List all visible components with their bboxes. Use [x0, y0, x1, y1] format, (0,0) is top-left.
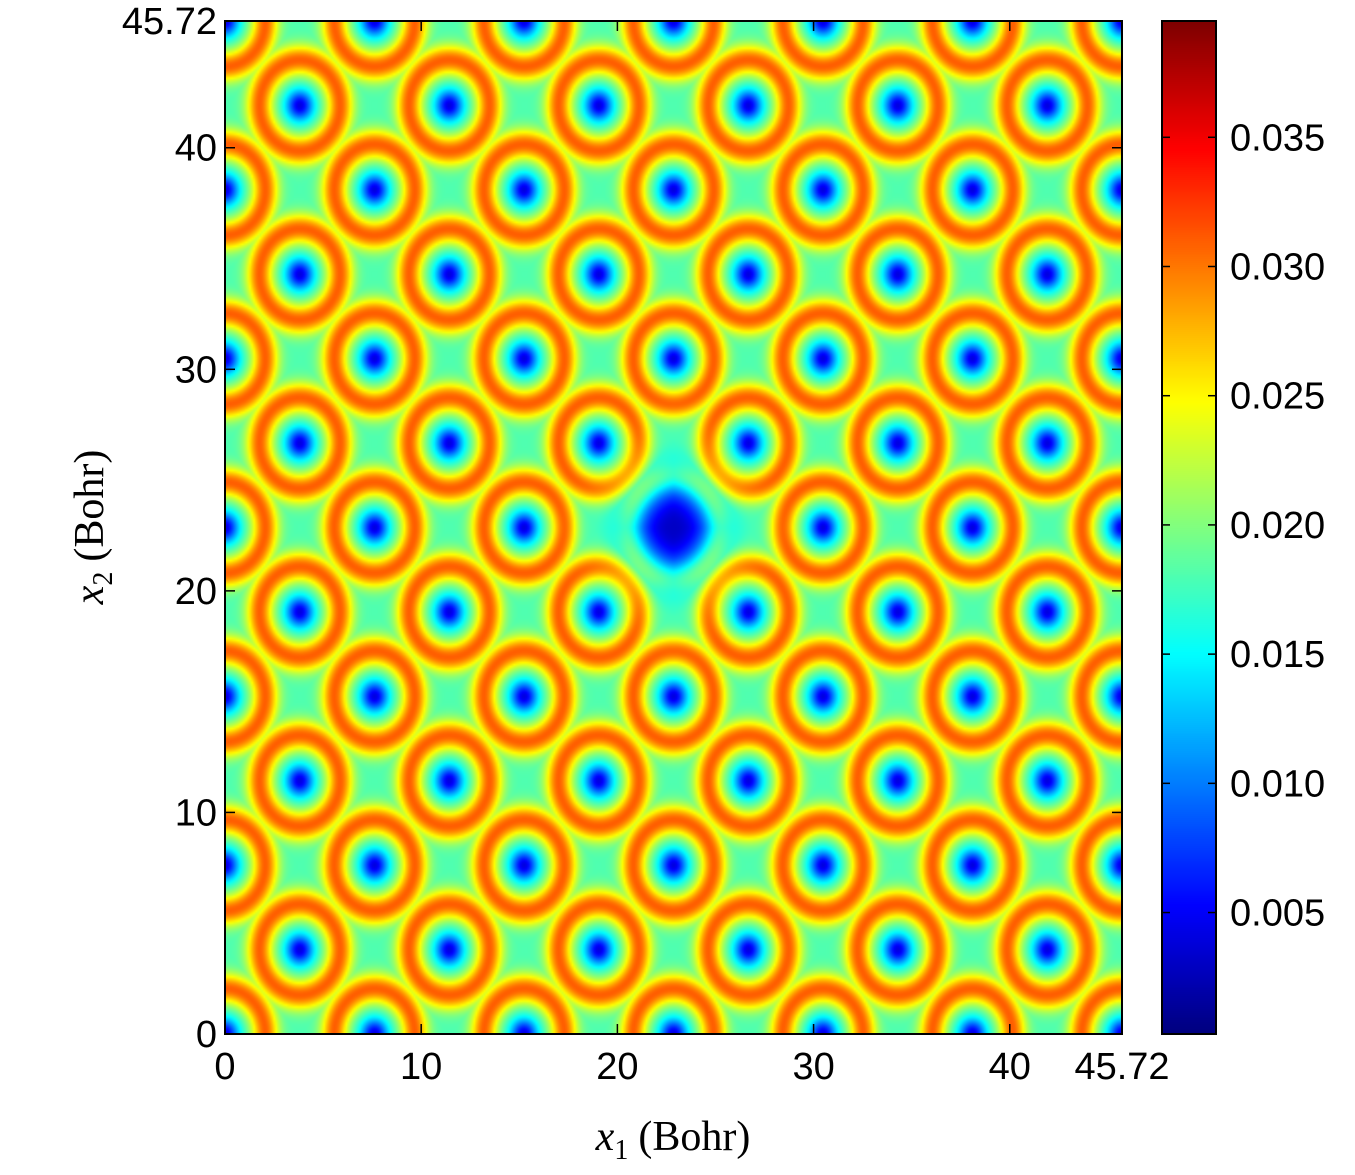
- y-axis-ticks: 0 10 20 30 40 45.72: [122, 1, 1122, 1056]
- y-tick-label: 45.72: [122, 1, 217, 43]
- heatmap-plot: 0 10 20 30 40 45.72 0 10 20 30 40 45.72: [122, 1, 1170, 1088]
- colorbar: 0.005 0.010 0.015 0.020 0.025 0.030 0.035: [1161, 20, 1325, 1035]
- x-tick-label: 20: [596, 1046, 638, 1088]
- x-tick-label: 45.72: [1074, 1046, 1169, 1088]
- colorbar-tick-label: 0.010: [1230, 763, 1325, 805]
- x-tick-label: 10: [400, 1046, 442, 1088]
- x-tick-label: 40: [989, 1046, 1031, 1088]
- colorbar-ticks: 0.005 0.010 0.015 0.020 0.025 0.030 0.035: [1162, 117, 1325, 935]
- y-tick-label: 20: [175, 571, 217, 613]
- y-axis-label: x2(Bohr): [67, 450, 119, 606]
- y-tick-label: 40: [175, 128, 217, 170]
- colorbar-tick-label: 0.020: [1230, 505, 1325, 547]
- x-tick-label: 30: [792, 1046, 834, 1088]
- y-tick-label: 30: [175, 349, 217, 391]
- colorbar-gradient: [1162, 21, 1216, 1034]
- colorbar-tick-label: 0.035: [1230, 117, 1325, 159]
- density-heatmap: [225, 21, 1122, 1034]
- colorbar-tick-label: 0.015: [1230, 634, 1325, 676]
- colorbar-frame: [1161, 20, 1217, 1035]
- x-axis-ticks: 0 10 20 30 40 45.72: [214, 21, 1170, 1088]
- x-axis-label: x1 (Bohr): [595, 1114, 751, 1166]
- colorbar-tick-label: 0.030: [1230, 246, 1325, 288]
- colorbar-tick-label: 0.025: [1230, 376, 1325, 418]
- y-tick-label: 0: [196, 1014, 217, 1056]
- colorbar-tick-label: 0.005: [1230, 893, 1325, 935]
- x-tick-label: 0: [214, 1046, 235, 1088]
- plot-frame: [224, 20, 1123, 1035]
- y-tick-label: 10: [175, 792, 217, 834]
